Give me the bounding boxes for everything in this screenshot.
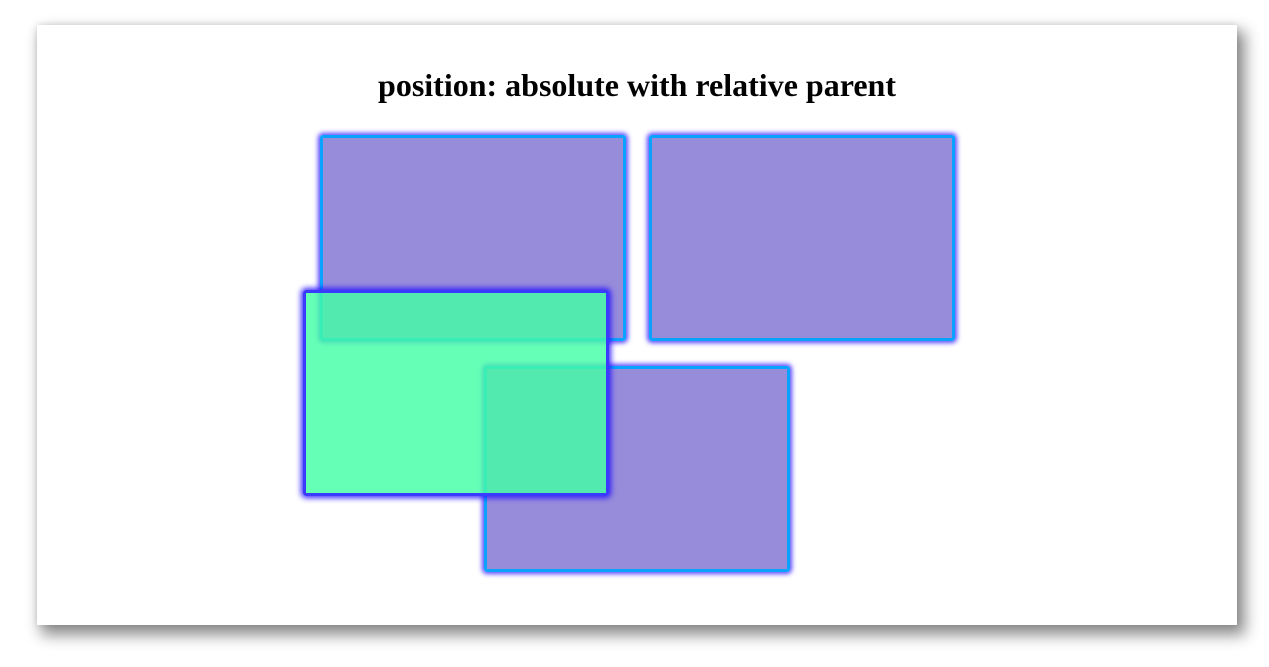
static-box-2 [649,135,955,341]
absolute-positioned-box [303,290,609,496]
page-title: position: absolute with relative parent [378,67,896,103]
demo-page: position: absolute with relative parent [37,25,1237,625]
